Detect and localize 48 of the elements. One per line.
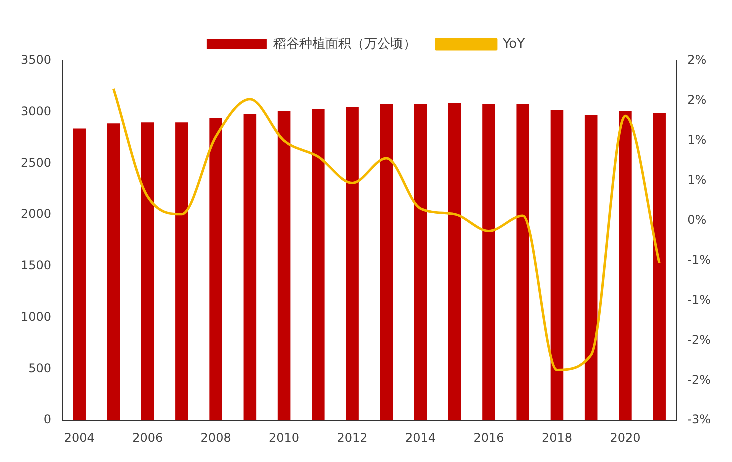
x-tick-label: 2020 bbox=[610, 430, 641, 445]
line-series bbox=[112, 88, 661, 372]
y2-tick-label: -1% bbox=[688, 252, 712, 267]
y-tick-label: 2000 bbox=[20, 207, 52, 222]
y-tick-label: 2500 bbox=[20, 156, 52, 170]
bar bbox=[550, 110, 564, 421]
y2-tick-label: 2% bbox=[688, 93, 707, 108]
y-tick-label: 1000 bbox=[20, 310, 52, 324]
y-tick-label: 3000 bbox=[20, 104, 52, 118]
x-tick-label: 2016 bbox=[474, 430, 504, 445]
bar bbox=[346, 107, 359, 421]
bar bbox=[414, 104, 428, 421]
y2-tick-label: 2% bbox=[688, 53, 707, 68]
bar bbox=[448, 103, 462, 421]
x-tick-label: 2010 bbox=[269, 430, 300, 445]
bar bbox=[73, 128, 86, 421]
legend-label: 稻谷种植面积（万公顷） bbox=[273, 36, 416, 52]
bar bbox=[584, 115, 598, 421]
x-tick-label: 2006 bbox=[132, 430, 164, 445]
bar bbox=[176, 122, 188, 421]
x-tick-label: 2012 bbox=[337, 430, 368, 445]
bar bbox=[244, 114, 257, 421]
y2-tick-label: 0% bbox=[688, 212, 707, 227]
bar bbox=[141, 122, 154, 421]
x-tick-label: 2008 bbox=[200, 430, 232, 445]
y-tick-label: 1500 bbox=[20, 258, 52, 273]
bar bbox=[380, 104, 394, 421]
bar bbox=[653, 113, 666, 421]
y2-tick-label: -1% bbox=[688, 292, 712, 307]
bar bbox=[516, 104, 530, 421]
bar bbox=[107, 124, 120, 421]
x-tick-label: 2018 bbox=[542, 430, 572, 445]
y2-tick-label: -2% bbox=[688, 332, 712, 347]
x-tick-label: 2004 bbox=[64, 430, 95, 445]
bar bbox=[210, 118, 222, 421]
y-tick-label: 0 bbox=[44, 412, 52, 427]
bar bbox=[278, 111, 291, 421]
y-tick-label: 500 bbox=[28, 361, 52, 376]
y-tick-label: 3500 bbox=[20, 53, 52, 68]
bar bbox=[312, 109, 325, 421]
y2-tick-label: 1% bbox=[688, 172, 707, 187]
bar bbox=[482, 104, 496, 421]
x-tick-label: 2014 bbox=[405, 430, 436, 445]
y2-tick-label: 1% bbox=[688, 133, 707, 148]
y2-tick-label: -2% bbox=[688, 372, 712, 387]
y2-tick-label: -3% bbox=[688, 412, 712, 427]
bar bbox=[619, 111, 632, 421]
legend-label: YoY bbox=[502, 36, 526, 52]
